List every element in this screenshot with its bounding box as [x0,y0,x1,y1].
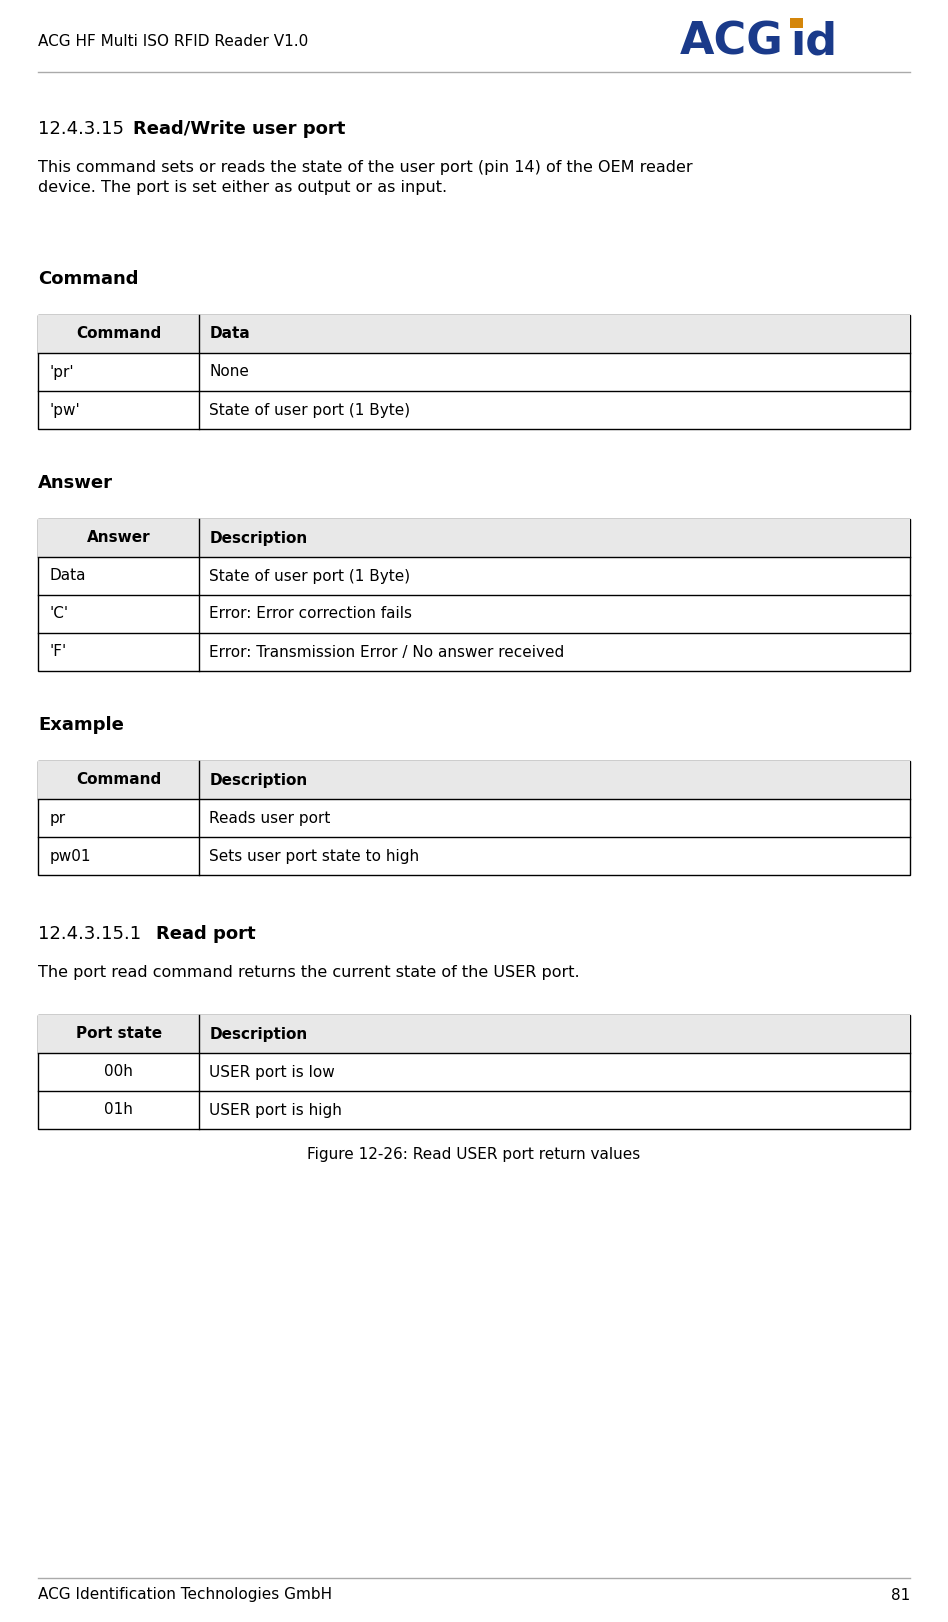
Text: State of user port (1 Byte): State of user port (1 Byte) [210,568,410,584]
Text: Data: Data [49,568,85,584]
Text: 00h: 00h [104,1064,133,1080]
Text: Example: Example [38,715,124,735]
Text: Answer: Answer [87,530,151,545]
Text: Read/Write user port: Read/Write user port [133,120,345,138]
Text: None: None [210,365,249,380]
Text: Error: Error correction fails: Error: Error correction fails [210,607,412,621]
Text: Answer: Answer [38,474,113,491]
Bar [38,315,910,428]
Bar [38,519,910,672]
Bar [790,18,803,28]
Text: Error: Transmission Error / No answer received: Error: Transmission Error / No answer re… [210,644,565,660]
Text: id: id [790,21,837,63]
Text: Command: Command [38,269,138,289]
Text: 'C': 'C' [49,607,68,621]
Text: 81: 81 [891,1588,910,1603]
Text: State of user port (1 Byte): State of user port (1 Byte) [210,402,410,417]
Text: Command: Command [76,772,161,788]
Text: ACG HF Multi ISO RFID Reader V1.0: ACG HF Multi ISO RFID Reader V1.0 [38,34,308,50]
Bar [38,519,910,556]
Text: 12.4.3.15: 12.4.3.15 [38,120,136,138]
Text: Figure 12-26: Read USER port return values: Figure 12-26: Read USER port return valu… [307,1147,641,1161]
Text: Description: Description [210,772,307,788]
Text: Data: Data [210,326,250,342]
Text: ACG: ACG [680,21,784,63]
Bar [38,1015,910,1053]
Text: Command: Command [76,326,161,342]
Text: The port read command returns the current state of the USER port.: The port read command returns the curren… [38,965,579,980]
Text: 'pw': 'pw' [49,402,80,417]
Bar [38,1015,910,1129]
Text: ACG Identification Technologies GmbH: ACG Identification Technologies GmbH [38,1588,332,1603]
Text: pw01: pw01 [49,848,91,863]
Bar [38,761,910,874]
Text: Read port: Read port [156,925,256,942]
Text: Reads user port: Reads user port [210,811,331,826]
Text: 12.4.3.15.1: 12.4.3.15.1 [38,925,158,942]
Text: Port state: Port state [76,1027,162,1041]
Bar [38,761,910,800]
Text: pr: pr [49,811,65,826]
Text: USER port is high: USER port is high [210,1103,342,1118]
Bar [38,315,910,354]
Text: This command sets or reads the state of the user port (pin 14) of the OEM reader: This command sets or reads the state of … [38,161,693,195]
Text: Description: Description [210,530,307,545]
Text: 'pr': 'pr' [49,365,74,380]
Text: Description: Description [210,1027,307,1041]
Text: 'F': 'F' [49,644,66,660]
Text: 01h: 01h [104,1103,133,1118]
Text: Sets user port state to high: Sets user port state to high [210,848,419,863]
Text: USER port is low: USER port is low [210,1064,335,1080]
